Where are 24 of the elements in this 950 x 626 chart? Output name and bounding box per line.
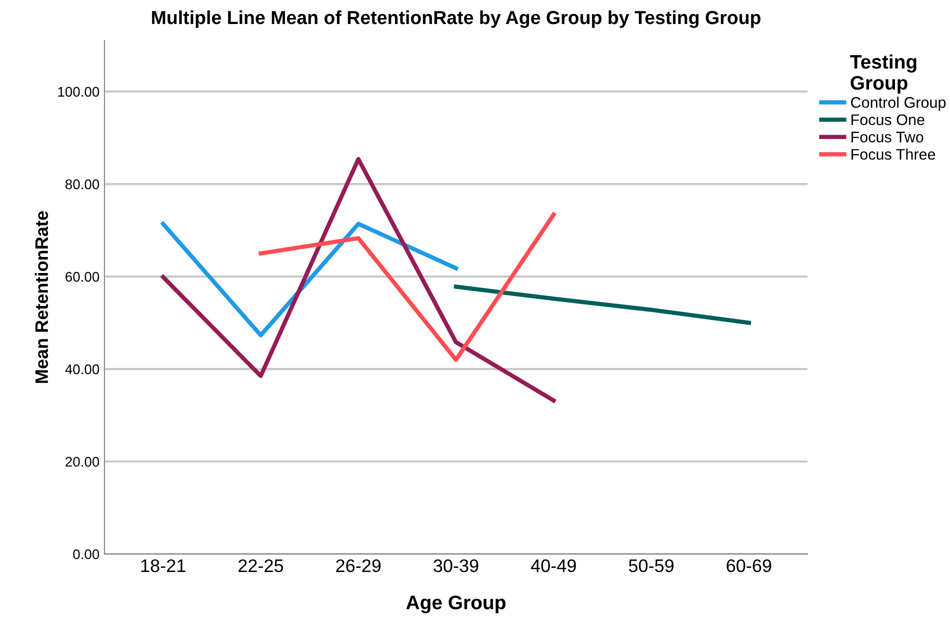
line-series — [161, 156, 556, 403]
line-series — [258, 212, 556, 362]
legend-label: Focus Two — [852, 132, 924, 142]
legend-title: Testing Group — [850, 54, 916, 94]
x-tick-label: 50-59 — [628, 559, 674, 572]
y-tick-label: 0.00 — [73, 549, 100, 560]
y-tick-label: 60.00 — [66, 272, 100, 282]
y-tick-label: 20.00 — [66, 456, 100, 467]
line-series — [454, 284, 751, 325]
x-tick-label: 60-69 — [726, 559, 772, 572]
legend-label: Focus One — [852, 114, 924, 126]
legend-label: Control Group — [851, 96, 946, 111]
y-tick-label: 80.00 — [65, 179, 100, 190]
x-tick-label: 40-49 — [530, 559, 576, 572]
x-tick-label: 30-39 — [434, 559, 478, 572]
y-tick-label: 40.00 — [65, 364, 100, 374]
x-tick-label: 26-29 — [336, 559, 381, 572]
legend-label: Focus Three — [852, 148, 936, 160]
chart-title: Multiple Line Mean of RetentionRate by Age Group by Testing Group — [152, 10, 760, 28]
y-tick-label: 100.00 — [58, 86, 100, 97]
y-axis-title: Mean RetentionRate — [34, 211, 48, 383]
x-tick-label: 18-21 — [141, 559, 186, 572]
x-tick-label: 22-25 — [238, 559, 284, 572]
x-axis-title: Age Group — [406, 596, 506, 614]
